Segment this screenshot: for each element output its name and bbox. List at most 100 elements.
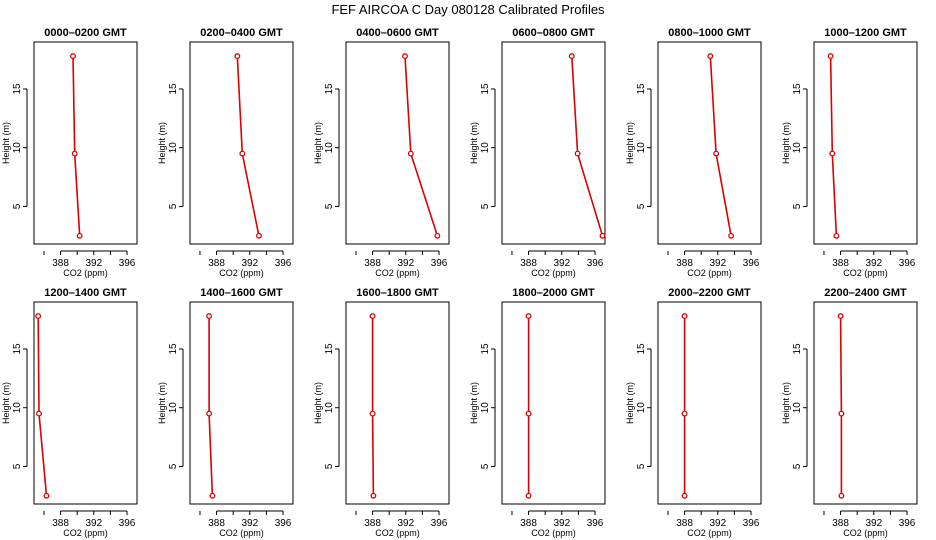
y-tick-label: 10	[792, 142, 803, 154]
y-tick-label: 10	[636, 142, 647, 154]
data-point	[728, 232, 735, 239]
data-point	[70, 53, 76, 60]
y-tick-label: 5	[636, 463, 647, 469]
x-axis-label: CO2 (ppm)	[531, 268, 576, 278]
data-point	[209, 492, 216, 499]
chart-panel: 0400–0600 GMT 388 392 396 CO2 (ppm) 5 10 15 Heig…	[313, 27, 450, 278]
data-point	[234, 53, 241, 60]
plot-frame	[657, 41, 762, 245]
x-tick-label: 392	[553, 518, 570, 529]
series-line	[371, 316, 375, 496]
data-point	[574, 150, 581, 157]
panel-title: 2000–2200 GMT	[668, 287, 751, 299]
data-point	[206, 313, 213, 320]
plot-frame	[33, 41, 138, 245]
x-tick-label: 392	[553, 258, 570, 269]
data-point	[838, 492, 845, 499]
data-point	[36, 410, 42, 417]
data-point	[71, 150, 78, 157]
x-tick-label: 392	[865, 258, 882, 269]
data-point	[525, 410, 532, 417]
y-axis-label: Height (m)	[625, 382, 635, 424]
y-tick-label: 10	[324, 142, 335, 154]
y-tick-label: 10	[168, 142, 179, 154]
y-tick-label: 5	[324, 463, 335, 469]
panels-group: 0000–0200 GMT 388 392 396 CO2 (ppm) 5 10 15 Heig…	[1, 27, 918, 538]
y-tick-label: 5	[12, 203, 23, 209]
data-point	[255, 232, 262, 239]
x-tick-label: 388	[832, 258, 849, 269]
y-tick-label: 15	[480, 83, 491, 95]
y-tick-label: 10	[168, 402, 179, 414]
y-tick-label: 10	[636, 402, 647, 414]
y-axis-label: Height (m)	[313, 382, 323, 424]
x-axis-label: CO2 (ppm)	[219, 268, 264, 278]
y-tick-label: 10	[792, 402, 803, 414]
x-tick-label: 388	[676, 518, 693, 529]
chart-panel: 1800–2000 GMT 388 392 396 CO2 (ppm) 5 10 15 Heig…	[469, 287, 606, 538]
data-point	[681, 313, 688, 320]
data-point	[681, 492, 688, 499]
x-tick-label: 392	[241, 518, 258, 529]
y-tick-label: 15	[480, 343, 491, 355]
y-tick-label: 15	[12, 83, 23, 95]
panel-title: 0600–0800 GMT	[512, 27, 595, 39]
data-point	[838, 410, 845, 417]
plot-frame	[189, 301, 294, 505]
y-axis-label: Height (m)	[469, 382, 479, 424]
data-point	[407, 150, 414, 157]
x-tick-label: 396	[587, 518, 604, 529]
x-tick-label: 388	[52, 258, 69, 269]
y-axis-label: Height (m)	[469, 122, 479, 164]
x-axis-label: CO2 (ppm)	[687, 528, 732, 538]
y-axis-label: Height (m)	[313, 122, 323, 164]
data-point	[525, 313, 532, 320]
y-axis-label: Height (m)	[625, 122, 635, 164]
y-tick-label: 5	[636, 203, 647, 209]
x-tick-label: 396	[899, 518, 916, 529]
x-tick-label: 396	[587, 258, 604, 269]
y-tick-label: 10	[12, 142, 23, 154]
data-point	[76, 232, 83, 239]
x-tick-label: 392	[85, 518, 102, 529]
panel-title: 2200–2400 GMT	[824, 287, 907, 299]
y-axis-label: Height (m)	[1, 122, 11, 164]
data-point	[713, 150, 720, 157]
data-point	[402, 53, 408, 60]
x-axis-label: CO2 (ppm)	[63, 268, 108, 278]
y-tick-label: 15	[168, 343, 179, 355]
y-tick-label: 5	[12, 463, 23, 469]
x-tick-label: 388	[208, 258, 225, 269]
data-point	[829, 150, 836, 157]
y-axis-label: Height (m)	[157, 122, 167, 164]
y-tick-label: 15	[12, 343, 23, 355]
x-tick-label: 388	[520, 258, 537, 269]
x-axis-label: CO2 (ppm)	[843, 528, 888, 538]
y-tick-label: 5	[480, 463, 491, 469]
y-tick-label: 15	[636, 343, 647, 355]
data-point	[369, 410, 376, 417]
x-axis-label: CO2 (ppm)	[375, 268, 420, 278]
y-tick-label: 10	[12, 402, 23, 414]
y-tick-label: 5	[324, 203, 335, 209]
panel-title: 1800–2000 GMT	[512, 287, 595, 299]
plot-frame	[33, 301, 138, 505]
data-point	[837, 313, 844, 320]
y-axis-label: Height (m)	[781, 122, 791, 164]
x-tick-label: 396	[275, 518, 292, 529]
panel-title: 0000–0200 GMT	[44, 27, 127, 39]
x-axis-label: CO2 (ppm)	[531, 528, 576, 538]
x-tick-label: 392	[397, 258, 414, 269]
y-tick-label: 10	[480, 142, 491, 154]
x-tick-label: 392	[85, 258, 102, 269]
plot-frame	[813, 301, 918, 505]
plot-frame	[657, 301, 762, 505]
y-tick-label: 15	[792, 83, 803, 95]
y-tick-label: 5	[792, 203, 803, 209]
data-point	[707, 53, 714, 60]
x-tick-label: 396	[275, 258, 292, 269]
plot-frame	[345, 301, 450, 505]
y-axis-label: Height (m)	[781, 382, 791, 424]
plot-frame	[345, 41, 450, 245]
y-tick-label: 5	[480, 203, 491, 209]
